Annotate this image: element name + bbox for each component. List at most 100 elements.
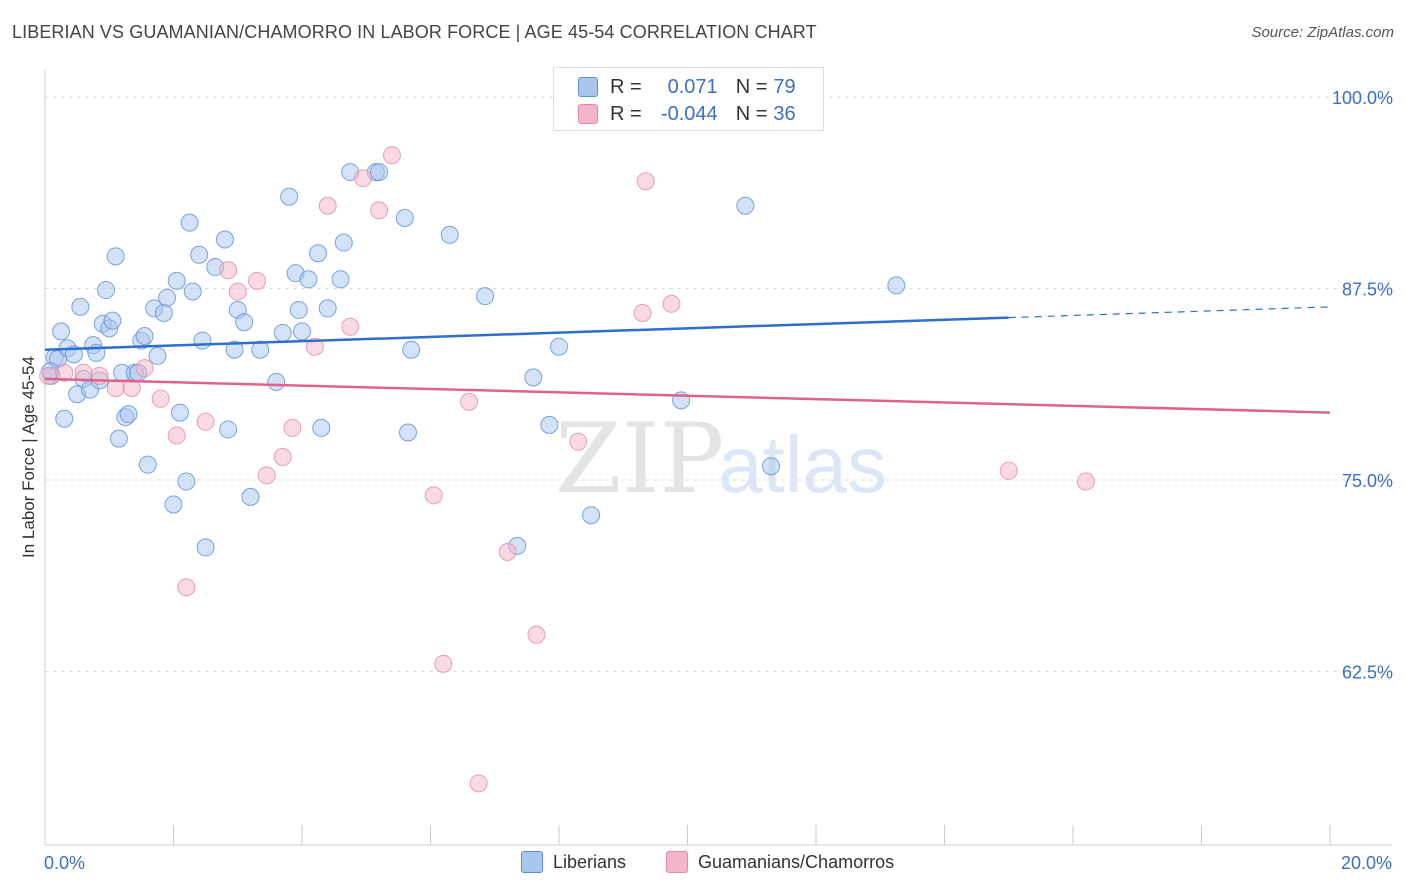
- series-name-guamanians: Guamanians/Chamorros: [698, 851, 895, 872]
- watermark: ZIP atlas: [555, 403, 887, 515]
- y-tick-label: 100.0%: [1332, 88, 1393, 108]
- liberian-trend-extension: [1008, 306, 1331, 319]
- guamanian-point: [196, 412, 215, 431]
- liberian-point: [170, 403, 189, 422]
- guamanian-point: [177, 578, 196, 597]
- guamanian-point: [662, 294, 681, 313]
- x-tick-label: 20.0%: [1341, 853, 1392, 873]
- liberian-point: [52, 322, 71, 341]
- liberian-point: [762, 457, 781, 476]
- source-label: Source: ZipAtlas.com: [1251, 24, 1394, 41]
- tick-label-layer: 100.0% 87.5% 75.0% 62.5% 0.0% 20.0%: [44, 88, 1393, 873]
- liberian-point: [135, 326, 154, 345]
- guamanian-point: [318, 196, 337, 215]
- liberian-point: [289, 300, 308, 319]
- liberian-point: [550, 337, 568, 356]
- liberian-point: [196, 538, 215, 557]
- liberian-point: [109, 429, 128, 448]
- x-tick-label: 0.0%: [44, 853, 85, 873]
- guamanian-point: [1076, 472, 1095, 491]
- liberian-point: [97, 281, 116, 300]
- guamanian-point: [122, 379, 141, 398]
- guamanian-point: [257, 466, 276, 485]
- guamanian-point: [999, 461, 1018, 480]
- series-legend: Liberians Guamanians/Chamorros: [0, 851, 1406, 877]
- guamanian-point: [135, 359, 154, 378]
- guamanian-point: [305, 337, 324, 356]
- liberian-point: [395, 209, 414, 228]
- series-name-liberians: Liberians: [553, 851, 627, 872]
- legend-r-label: R =: [610, 102, 642, 125]
- y-axis-label: In Labor Force | Age 45-54: [19, 356, 38, 558]
- guamanian-point: [228, 282, 247, 301]
- y-tick-label: 87.5%: [1342, 280, 1393, 300]
- liberian-point: [103, 311, 122, 330]
- guamanian-point: [424, 486, 443, 505]
- liberian-point: [55, 409, 74, 428]
- guamanian-point: [354, 169, 373, 188]
- liberian-point: [299, 270, 318, 289]
- liberian-point: [119, 405, 138, 424]
- liberian-point: [273, 323, 292, 342]
- guamanian-point: [370, 201, 389, 220]
- guamanian-point: [55, 363, 74, 382]
- chart-title: LIBERIAN VS GUAMANIAN/CHAMORRO IN LABOR …: [12, 22, 817, 42]
- liberian-point: [736, 196, 755, 215]
- axes-layer: [44, 70, 1392, 846]
- guamanian-point: [283, 418, 302, 437]
- guamanian-point: [90, 366, 109, 385]
- liberian-point: [293, 322, 311, 341]
- legend-swatch-pink: [578, 104, 598, 124]
- liberian-point: [312, 418, 331, 437]
- series-swatch-blue: [521, 851, 543, 873]
- liberian-point: [267, 372, 286, 391]
- watermark-atlas: atlas: [718, 420, 887, 509]
- guamanian-point: [498, 543, 517, 562]
- guamanian-point: [569, 432, 588, 451]
- legend-r-value: -0.044: [660, 102, 718, 125]
- liberian-point: [190, 245, 209, 264]
- guamanian-point: [273, 448, 292, 467]
- liberian-point: [106, 247, 125, 266]
- liberian-point: [476, 287, 495, 306]
- watermark-zip: ZIP: [555, 403, 724, 515]
- guamanian-point: [39, 366, 58, 385]
- liberian-point: [241, 487, 260, 506]
- y-tick-label: 62.5%: [1342, 663, 1393, 683]
- legend-row-guamanians: R = -0.044 N = 36: [578, 101, 796, 127]
- liberian-point: [193, 331, 212, 350]
- liberian-point: [183, 282, 202, 301]
- liberian-trend-line: [44, 316, 1009, 352]
- guamanian-point: [434, 654, 453, 673]
- liberian-point: [235, 313, 254, 332]
- liberian-point: [180, 213, 199, 232]
- legend-swatch-blue: [578, 77, 598, 97]
- guamanian-point: [633, 304, 652, 323]
- liberian-point: [440, 225, 459, 244]
- liberian-point: [524, 368, 543, 387]
- liberian-point: [334, 233, 353, 252]
- guamanian-trend-line: [44, 377, 1331, 414]
- guamanian-point: [341, 317, 360, 336]
- legend-n-label: N =: [735, 75, 768, 98]
- guamanian-point: [636, 172, 655, 191]
- liberian-point: [370, 163, 389, 182]
- legend-n-label: N =: [735, 102, 768, 125]
- liberian-point: [402, 340, 421, 359]
- liberian-point: [219, 420, 238, 439]
- liberian-point: [154, 304, 173, 323]
- correlation-legend: R = 0.071 N = 79 R = -0.044 N = 36: [553, 67, 824, 131]
- guamanian-point: [167, 426, 186, 445]
- liberian-point: [399, 423, 418, 442]
- liberian-point: [148, 346, 167, 365]
- series-legend-guamanians: Guamanians/Chamorros: [666, 851, 894, 873]
- liberian-point: [167, 271, 186, 290]
- liberian-point: [225, 340, 244, 359]
- guamanian-point: [219, 261, 238, 280]
- liberian-point: [177, 472, 196, 491]
- liberian-point: [309, 244, 328, 263]
- guamanian-point: [469, 774, 488, 793]
- legend-n-value: 36: [773, 102, 796, 125]
- liberian-point: [318, 299, 337, 318]
